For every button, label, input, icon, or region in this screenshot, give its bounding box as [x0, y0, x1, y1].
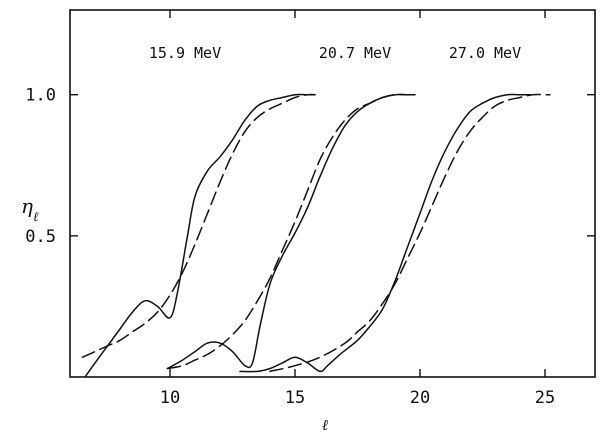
series-label: 27.0 MeV: [449, 44, 521, 62]
series-line-15-9-mev-dashed: [81, 93, 316, 358]
axis-tick-labels: 10 15 20 25 0.5 1.0: [25, 86, 555, 408]
series-line-20-7-mev-solid: [166, 93, 416, 370]
y-axis-title-subscript: ℓ: [33, 210, 39, 225]
series-line-27-0-mev-solid: [239, 93, 531, 373]
series-line-15-9-mev-solid: [84, 93, 316, 378]
x-tick-label: 25: [535, 388, 555, 408]
x-axis-title: ℓ: [322, 416, 328, 434]
plot-frame: [69, 9, 596, 378]
y-tick-label: 1.0: [25, 86, 56, 106]
x-tick-label: 20: [410, 388, 430, 408]
y-axis-title: η: [21, 194, 33, 218]
series-curves: [81, 93, 551, 378]
axis-ticks: [70, 10, 595, 377]
series-label: 15.9 MeV: [149, 44, 221, 62]
x-tick-label: 10: [160, 388, 180, 408]
y-tick-label: 0.5: [25, 227, 56, 247]
series-labels: 15.9 MeV 20.7 MeV 27.0 MeV: [149, 44, 521, 62]
series-line-27-0-mev-dashed: [269, 93, 551, 373]
series-label: 20.7 MeV: [319, 44, 391, 62]
series-line-20-7-mev-dashed: [166, 93, 416, 370]
x-tick-label: 15: [285, 388, 305, 408]
